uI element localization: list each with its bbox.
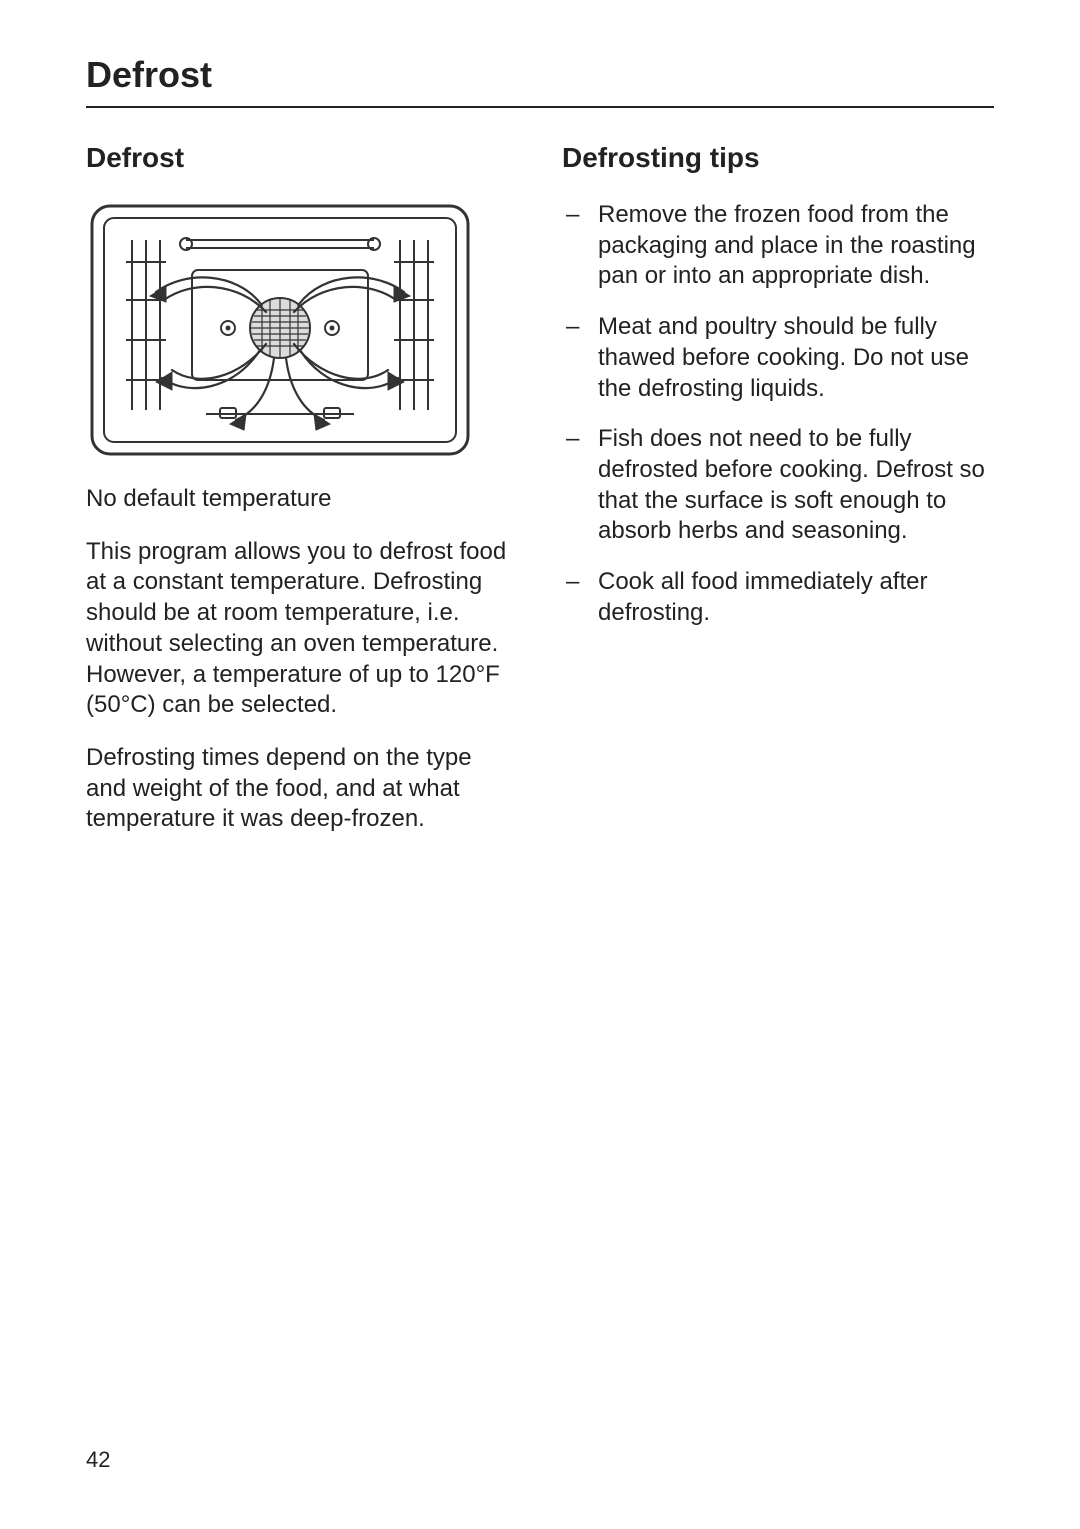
content-columns: Defrost (86, 142, 994, 857)
no-default-temp-caption: No default temperature (86, 484, 518, 515)
defrost-heading: Defrost (86, 142, 518, 174)
defrosting-tips-list: Remove the frozen food from the packagin… (562, 200, 994, 629)
page-number: 42 (86, 1447, 110, 1473)
list-item: Cook all food immediately after defrosti… (562, 567, 994, 628)
list-item: Remove the frozen food from the packagin… (562, 200, 994, 292)
defrost-description-1: This program allows you to defrost food … (86, 537, 518, 721)
defrost-description-2: Defrosting times depend on the type and … (86, 743, 518, 835)
oven-interior-figure (86, 200, 474, 460)
defrosting-tips-heading: Defrosting tips (562, 142, 994, 174)
right-column: Defrosting tips Remove the frozen food f… (562, 142, 994, 857)
page-title: Defrost (86, 54, 994, 108)
left-column: Defrost (86, 142, 518, 857)
list-item: Meat and poultry should be fully thawed … (562, 312, 994, 404)
list-item: Fish does not need to be fully defrosted… (562, 424, 994, 547)
